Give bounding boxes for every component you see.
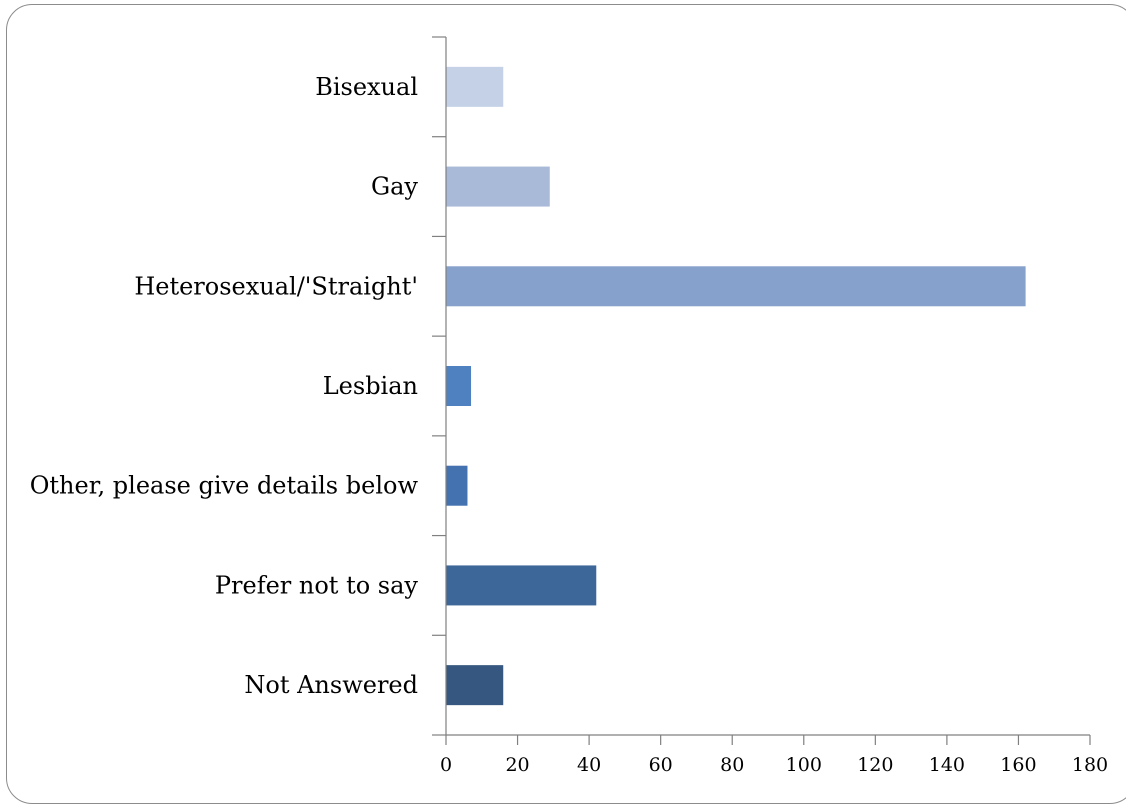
category-label: Not Answered xyxy=(244,671,418,699)
x-tick-label: 140 xyxy=(929,754,965,776)
category-labels: Bisexual Gay Heterosexual/'Straight' Lesbia… xyxy=(30,73,419,699)
category-label: Prefer not to say xyxy=(215,571,419,599)
bar xyxy=(446,565,597,606)
x-tick-labels: 0 20 40 60 80 100 120 140 160 180 xyxy=(440,754,1108,776)
x-tick-label: 180 xyxy=(1072,754,1108,776)
category-label: Lesbian xyxy=(323,372,418,400)
bar xyxy=(446,66,504,107)
bar xyxy=(446,465,468,506)
chart-frame xyxy=(6,4,1126,804)
category-label: Bisexual xyxy=(315,73,418,101)
x-tick-label: 20 xyxy=(505,754,529,776)
bars-layer xyxy=(446,66,1026,706)
x-tick-label: 60 xyxy=(649,754,673,776)
category-label: Heterosexual/'Straight' xyxy=(134,272,418,300)
bar xyxy=(446,665,504,706)
bar xyxy=(446,366,472,406)
bar xyxy=(446,166,550,207)
x-tick-label: 0 xyxy=(440,754,452,776)
category-label: Other, please give details below xyxy=(30,472,419,500)
x-tick-label: 40 xyxy=(577,754,601,776)
category-label: Gay xyxy=(371,173,418,201)
axes xyxy=(432,36,1091,745)
x-tick-label: 120 xyxy=(857,754,893,776)
x-tick-label: 80 xyxy=(720,754,744,776)
bar xyxy=(446,266,1026,307)
x-tick-label: 100 xyxy=(786,754,822,776)
x-tick-label: 160 xyxy=(1000,754,1036,776)
